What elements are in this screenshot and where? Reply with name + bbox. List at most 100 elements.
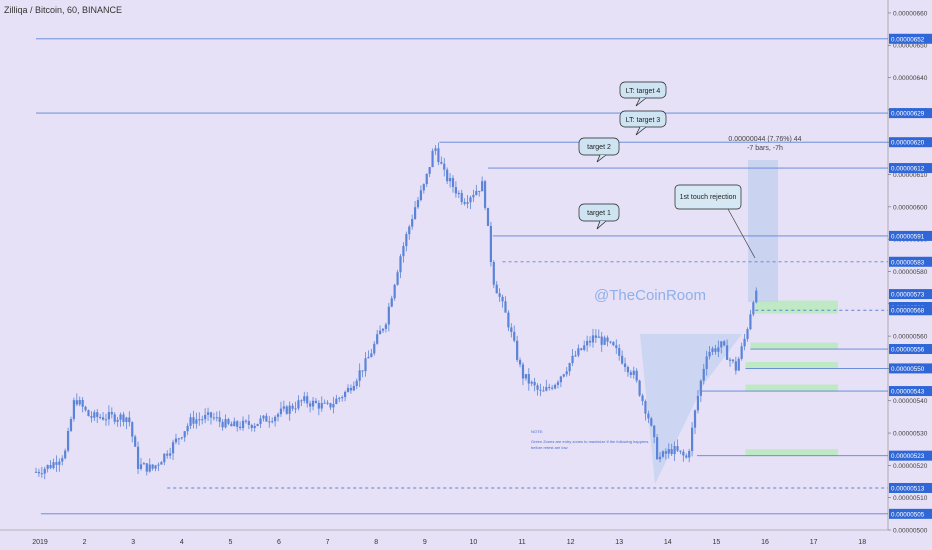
callout-box[interactable] — [674, 184, 742, 210]
price-tag — [889, 108, 932, 119]
candle-body — [151, 464, 154, 469]
candle-body — [574, 355, 577, 357]
candle-body — [472, 194, 475, 198]
candle-body — [209, 412, 213, 418]
candle-body — [737, 358, 740, 371]
candle-body — [693, 410, 697, 428]
candle-body — [463, 202, 466, 204]
candle-body — [530, 381, 533, 384]
price-tag-label: 0.00000543 — [891, 389, 925, 396]
callout-box[interactable] — [578, 203, 620, 222]
candle-body — [475, 190, 478, 195]
symbol-title: Zilliqa / Bitcoin, 60, BINANCE — [4, 5, 123, 15]
candle-body — [411, 219, 414, 227]
candle-body — [492, 262, 495, 285]
callout-box[interactable] — [578, 137, 620, 156]
candle-body — [679, 450, 682, 452]
candle-body — [43, 468, 46, 474]
y-tick-label: 0.00000520 — [893, 463, 928, 470]
callout-text: LT: target 4 — [626, 88, 661, 95]
candle-body — [40, 473, 43, 475]
price-tag — [889, 163, 932, 174]
candle-body — [440, 162, 443, 164]
candle-body — [215, 417, 218, 419]
candle-body — [708, 351, 711, 357]
candle-body — [507, 312, 510, 328]
candle-body — [52, 462, 55, 469]
note-body-2: before retest are low — [531, 445, 568, 450]
callout-lt-target-4[interactable]: LT: target 4 — [619, 81, 667, 107]
candle-body — [288, 405, 291, 414]
candle-body — [113, 414, 116, 422]
candle-body — [740, 346, 743, 359]
candle-body — [285, 406, 288, 414]
note-body-1: Green Zones are entry zones to maximize … — [531, 439, 648, 444]
candle-body — [320, 403, 323, 409]
time-axis[interactable] — [0, 530, 888, 550]
price-tag-label: 0.00000591 — [891, 233, 925, 240]
candle-body — [711, 348, 714, 352]
candle-body — [376, 334, 379, 344]
candle-body — [591, 335, 595, 343]
callout-pointer — [596, 220, 607, 230]
price-tag-label: 0.00000513 — [891, 485, 925, 492]
candle-body — [384, 324, 388, 329]
candle-body — [434, 148, 437, 151]
candle-body — [746, 329, 749, 339]
candle-body — [367, 357, 370, 359]
candle-body — [495, 284, 498, 294]
candle-body — [157, 464, 160, 466]
candle-body — [171, 442, 175, 454]
candle-body — [396, 272, 399, 285]
candle-body — [399, 256, 402, 273]
candle-body — [87, 410, 90, 417]
price-tag-label: 0.00000629 — [891, 111, 925, 118]
candle-body — [189, 417, 192, 426]
price-tag — [889, 386, 932, 397]
candle-body — [177, 438, 180, 440]
candle-body — [96, 412, 99, 417]
candle-body — [577, 348, 580, 356]
callout-first-touch[interactable]: 1st touch rejection — [674, 184, 756, 259]
candle-body — [265, 415, 268, 422]
candle-body — [536, 385, 539, 390]
candle-body — [428, 167, 431, 174]
measure-text-1: 0.00000044 (7.76%) 44 — [728, 136, 801, 143]
price-tag — [889, 450, 932, 461]
candle-body — [34, 471, 38, 473]
candle-body — [460, 192, 463, 203]
candle-body — [594, 335, 597, 338]
x-tick-label: 8 — [374, 539, 378, 546]
candle-body — [656, 437, 659, 460]
plot-area[interactable] — [0, 0, 888, 530]
callout-target-2[interactable]: target 2 — [578, 137, 620, 163]
candle-body — [198, 419, 201, 421]
callout-text: target 2 — [587, 144, 611, 151]
candle-body — [516, 340, 519, 360]
candle-body — [524, 374, 527, 379]
candle-body — [314, 400, 318, 403]
candle-body — [241, 420, 245, 429]
candle-body — [629, 372, 632, 375]
candle-body — [483, 181, 487, 208]
measure-wedge — [640, 334, 742, 484]
callout-target-1[interactable]: target 1 — [578, 203, 620, 230]
measure-box — [748, 160, 778, 302]
candle-body — [154, 465, 157, 469]
candle-body — [653, 425, 656, 438]
candle-body — [413, 207, 417, 220]
candle-body — [218, 417, 221, 422]
candle-body — [346, 387, 350, 392]
candle-body — [262, 415, 265, 419]
candle-body — [274, 416, 277, 422]
price-tag — [889, 482, 932, 493]
callout-lt-target-3[interactable]: LT: target 3 — [619, 110, 667, 136]
candle-body — [253, 425, 256, 429]
candle-body — [116, 419, 119, 422]
candle-body — [568, 363, 571, 372]
candle-body — [186, 425, 189, 432]
x-tick-label: 17 — [810, 539, 818, 546]
price-tag-label: 0.00000620 — [891, 140, 925, 147]
